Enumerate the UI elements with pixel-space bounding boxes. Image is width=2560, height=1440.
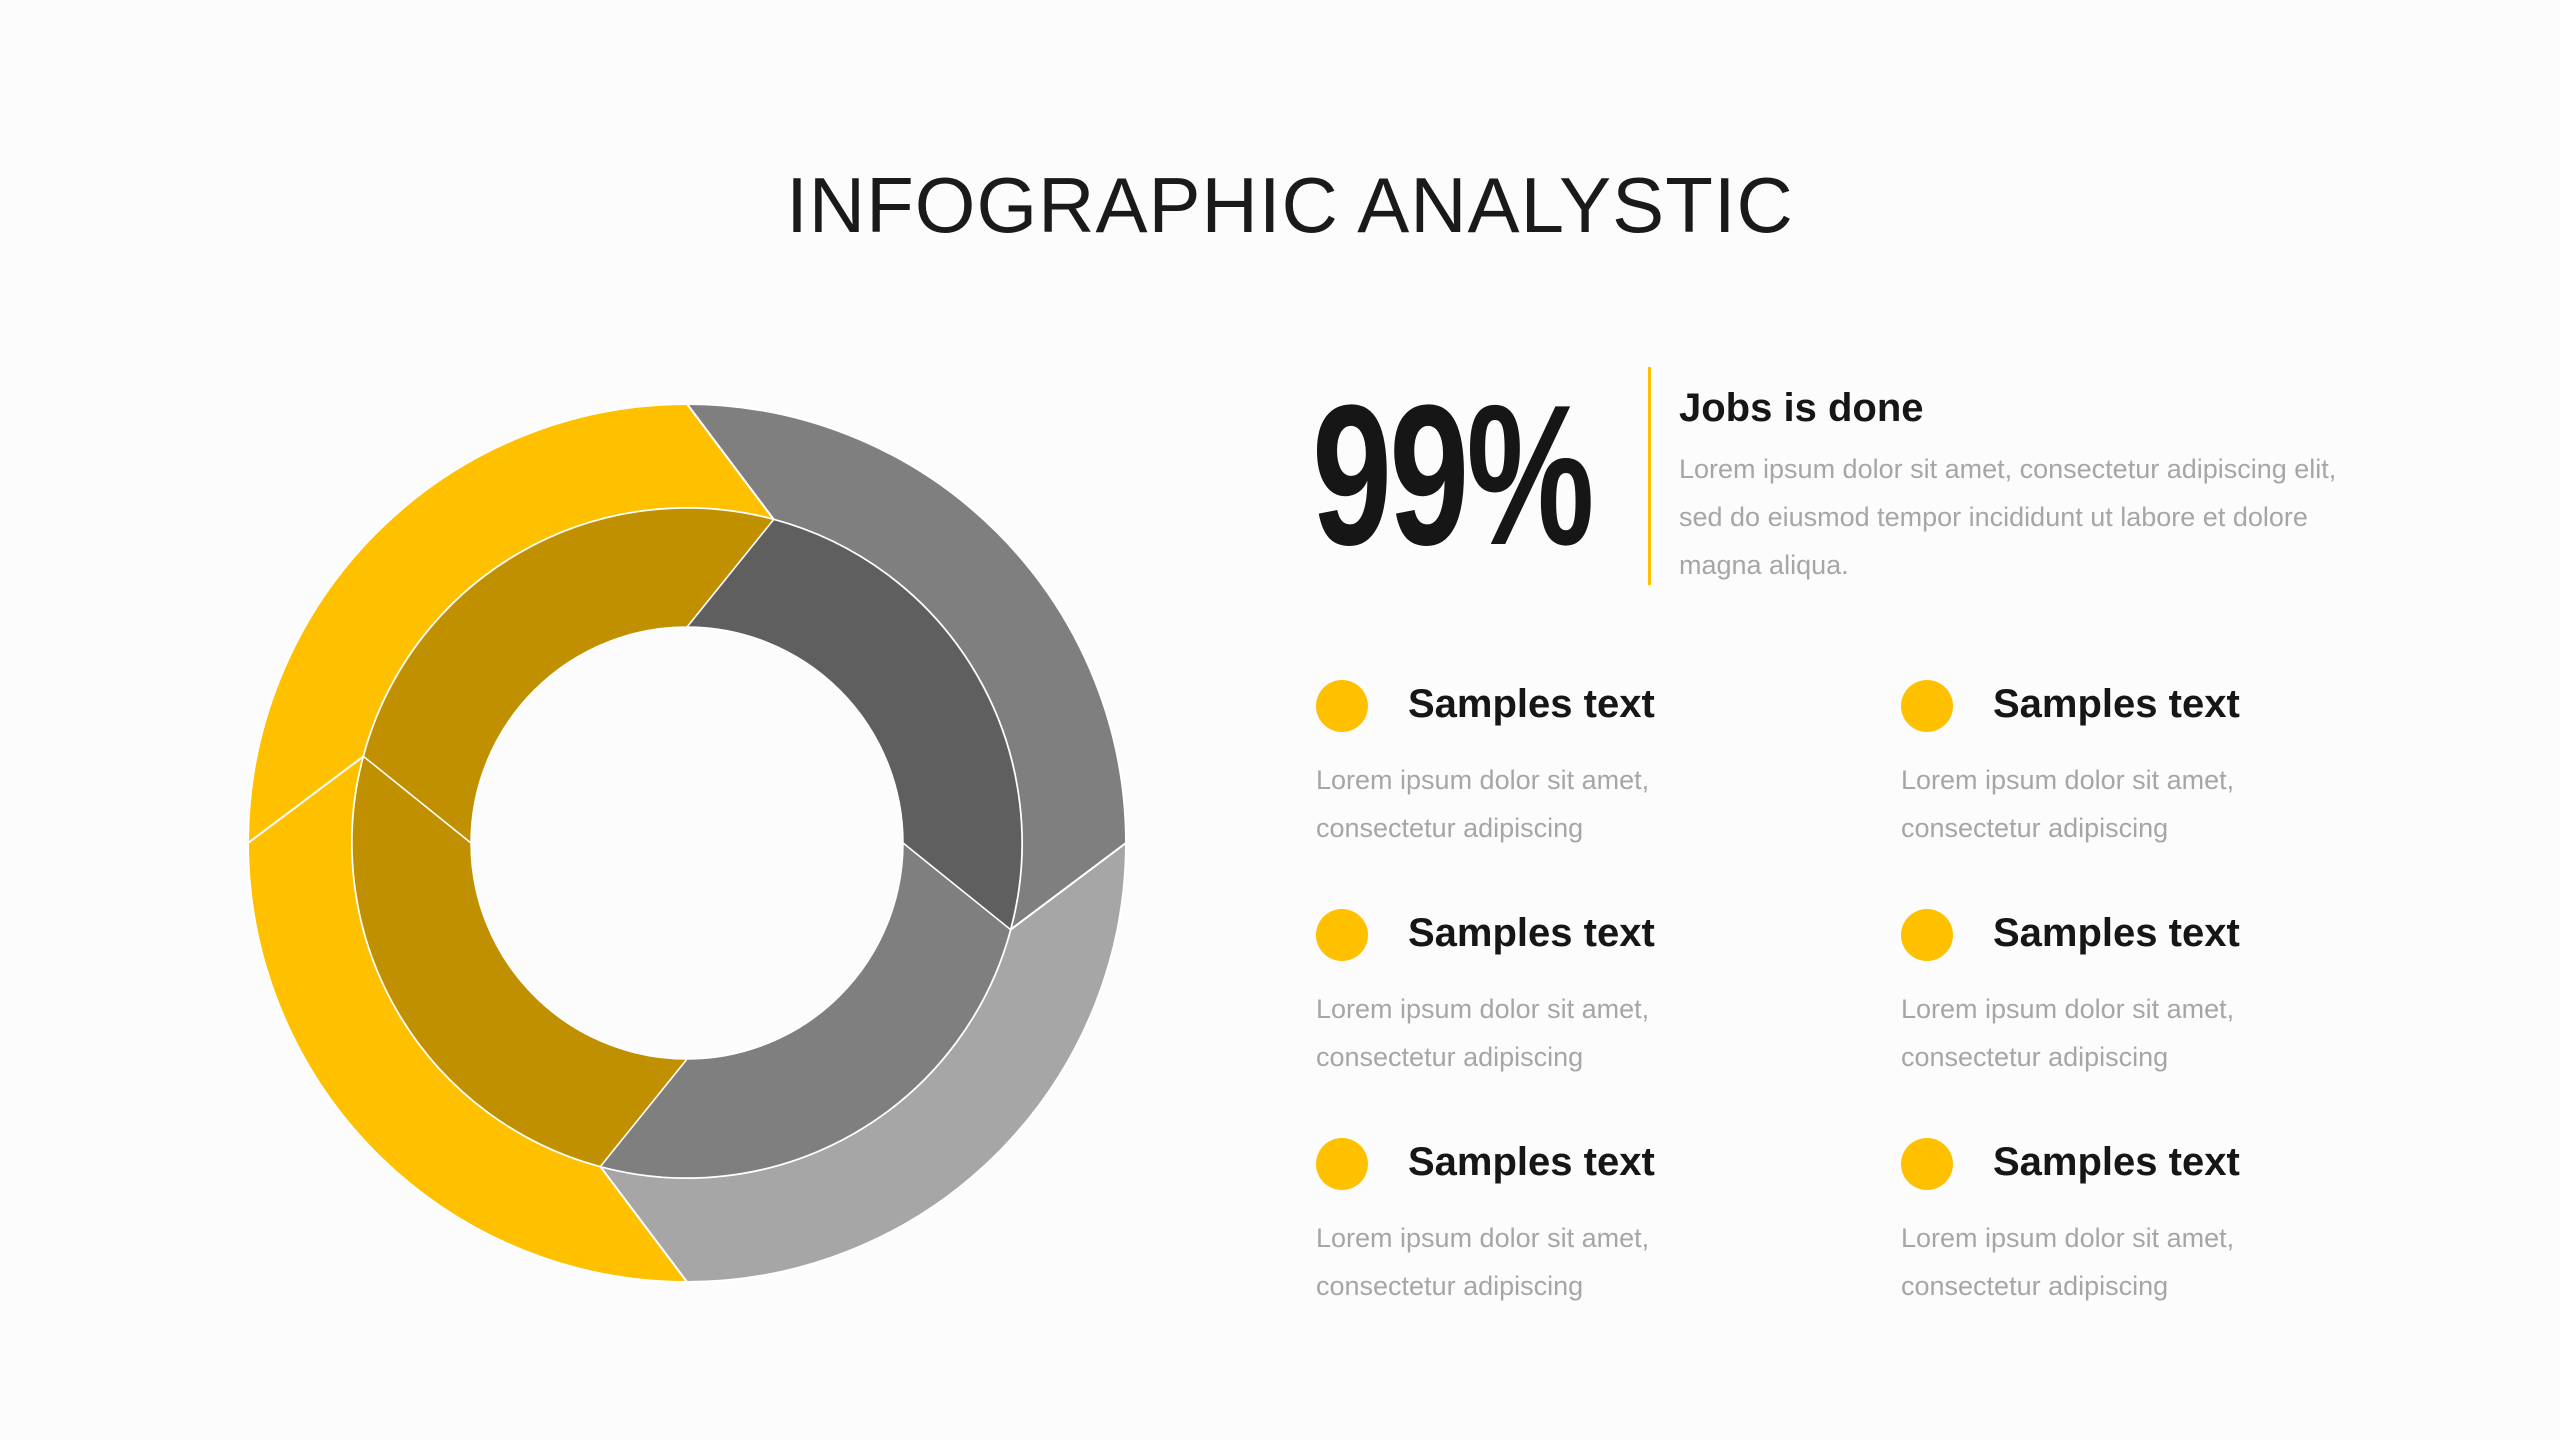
bullet-dot-icon [1901, 1138, 1953, 1190]
list-item: Samples text Lorem ipsum dolor sit amet, … [1316, 670, 1876, 870]
bullet-dot-icon [1316, 1138, 1368, 1190]
bullet-dot-icon [1316, 909, 1368, 961]
inner-ring-segment [351, 754, 689, 1168]
stat-description: Lorem ipsum dolor sit amet, consectetur … [1679, 454, 2337, 580]
item-text: Lorem ipsum dolor sit amet, consectetur … [1901, 765, 2235, 843]
list-item: Samples text Lorem ipsum dolor sit amet, … [1901, 1128, 2461, 1328]
list-item: Samples text Lorem ipsum dolor sit amet, … [1316, 899, 1876, 1099]
item-title: Samples text [1993, 682, 2240, 726]
bullet-dot-icon [1901, 680, 1953, 732]
inner-ring-segment [598, 841, 1012, 1179]
item-text: Lorem ipsum dolor sit amet, consectetur … [1901, 994, 2235, 1072]
item-text: Lorem ipsum dolor sit amet, consectetur … [1316, 994, 1650, 1072]
donut-chart [246, 402, 1128, 1284]
inner-ring-segment [362, 507, 776, 845]
divider [1648, 367, 1651, 585]
item-title: Samples text [1408, 911, 1655, 955]
item-title: Samples text [1993, 1140, 2240, 1184]
stat-value: 99% [1312, 364, 1594, 587]
item-text: Lorem ipsum dolor sit amet, consectetur … [1316, 765, 1650, 843]
item-text: Lorem ipsum dolor sit amet, consectetur … [1316, 1223, 1650, 1301]
item-text: Lorem ipsum dolor sit amet, consectetur … [1901, 1223, 2235, 1301]
list-item: Samples text Lorem ipsum dolor sit amet, … [1901, 899, 2461, 1099]
list-item: Samples text Lorem ipsum dolor sit amet, … [1901, 670, 2461, 870]
page-title: INFOGRAPHIC ANALYSTIC [786, 161, 1794, 249]
item-title: Samples text [1993, 911, 2240, 955]
item-title: Samples text [1408, 682, 1655, 726]
bullet-dot-icon [1316, 680, 1368, 732]
list-item: Samples text Lorem ipsum dolor sit amet, … [1316, 1128, 1876, 1328]
stat-heading: Jobs is done [1679, 386, 1924, 430]
item-title: Samples text [1408, 1140, 1655, 1184]
inner-ring-segment [685, 518, 1023, 932]
bullet-dot-icon [1901, 909, 1953, 961]
